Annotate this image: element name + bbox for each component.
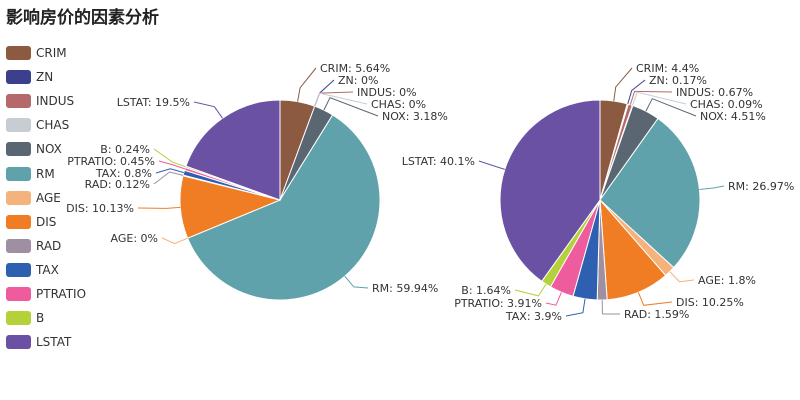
data-label: PTRATIO: 0.45% [67, 155, 155, 168]
data-label: CHAS: 0.09% [690, 98, 763, 111]
chart-title: 影响房价的因素分析 [6, 8, 159, 28]
legend-swatch [6, 70, 31, 85]
label-line [629, 90, 673, 105]
legend-label: NOX [36, 142, 62, 157]
legend-swatch [6, 94, 31, 109]
legend-label: LSTAT [36, 335, 72, 350]
legend-item-nox[interactable]: NOX [6, 137, 86, 161]
label-line [645, 98, 697, 117]
data-label: ZN: 0% [338, 74, 378, 87]
label-line [478, 160, 505, 170]
label-line [514, 283, 547, 297]
label-line [627, 79, 646, 105]
legend-swatch [6, 262, 31, 277]
legend-item-zn[interactable]: ZN [6, 65, 86, 89]
data-label: RAD: 0.12% [85, 178, 150, 191]
legend-label: RM [36, 166, 55, 181]
legend-swatch [6, 311, 31, 326]
legend-label: B [36, 311, 45, 326]
label-line [699, 185, 725, 190]
label-line [565, 298, 586, 317]
data-label: TAX: 3.9% [505, 310, 562, 323]
data-label: INDUS: 0.67% [676, 86, 753, 99]
data-label: LSTAT: 19.5% [117, 96, 190, 109]
pie-slice-lstat[interactable] [185, 99, 281, 201]
legend-item-age[interactable]: AGE [6, 186, 86, 210]
label-line [314, 92, 368, 107]
legend-swatch [6, 335, 31, 350]
legend-label: CHAS [36, 118, 70, 133]
label-line [323, 96, 379, 117]
data-label: B: 1.64% [461, 284, 511, 297]
data-label: INDUS: 0% [357, 86, 417, 99]
legend-swatch [6, 214, 31, 229]
legend-swatch [6, 142, 31, 157]
label-line [193, 101, 223, 119]
pie-chart-2: CRIM: 4.4%ZN: 0.17%INDUS: 0.67%CHAS: 0.0… [402, 62, 795, 323]
label-line [158, 160, 186, 170]
pie-chart-1: CRIM: 5.64%ZN: 0%INDUS: 0%CHAS: 0%NOX: 3… [66, 62, 448, 301]
label-line [297, 67, 317, 102]
legend-swatch [6, 166, 31, 181]
legend-item-rm[interactable]: RM [6, 161, 86, 185]
label-line [153, 148, 186, 168]
legend-swatch [6, 190, 31, 205]
data-label: RM: 59.94% [372, 282, 438, 295]
label-line [153, 171, 184, 185]
pie-slice-lstat[interactable] [499, 99, 601, 282]
legend-item-rad[interactable]: RAD [6, 234, 86, 258]
pie-slice-rm[interactable] [186, 114, 381, 301]
data-label: NOX: 3.18% [382, 110, 448, 123]
label-line [155, 168, 184, 174]
legend-swatch [6, 286, 31, 301]
legend-item-dis[interactable]: DIS [6, 210, 86, 234]
data-label: NOX: 4.51% [700, 110, 766, 123]
legend-label: AGE [36, 190, 61, 205]
legend-item-ptratio[interactable]: PTRATIO [6, 282, 86, 306]
data-label: ZN: 0.17% [649, 74, 707, 87]
legend-swatch [6, 46, 31, 61]
data-label: AGE: 1.8% [698, 274, 756, 287]
legend: CRIM ZN INDUS CHAS NOX RM AGE DIS RAD TA… [6, 41, 86, 354]
legend-label: TAX [36, 262, 59, 277]
data-label: CRIM: 4.4% [636, 62, 699, 75]
data-label: RAD: 1.59% [624, 308, 689, 321]
label-line [137, 206, 181, 209]
legend-item-indus[interactable]: INDUS [6, 89, 86, 113]
label-line [669, 271, 695, 283]
legend-label: INDUS [36, 94, 75, 109]
legend-swatch [6, 118, 31, 133]
legend-label: PTRATIO [36, 286, 87, 301]
label-line [632, 91, 687, 106]
label-line [637, 292, 673, 306]
legend-label: ZN [36, 70, 54, 85]
data-label: TAX: 0.8% [95, 167, 152, 180]
data-label: CHAS: 0% [371, 98, 426, 111]
legend-item-lstat[interactable]: LSTAT [6, 330, 86, 354]
data-label: LSTAT: 40.1% [402, 155, 475, 168]
data-label: AGE: 0% [111, 232, 158, 245]
label-line [613, 67, 633, 102]
legend-item-b[interactable]: B [6, 306, 86, 330]
data-label: RM: 26.97% [728, 180, 794, 193]
legend-item-crim[interactable]: CRIM [6, 41, 86, 65]
data-label: B: 0.24% [100, 143, 150, 156]
legend-label: CRIM [36, 46, 67, 61]
legend-swatch [6, 238, 31, 253]
data-label: CRIM: 5.64% [320, 62, 390, 75]
label-line [545, 292, 562, 306]
legend-label: DIS [36, 214, 57, 229]
legend-label: RAD [36, 238, 62, 253]
legend-item-chas[interactable]: CHAS [6, 113, 86, 137]
data-label: DIS: 10.13% [66, 202, 134, 215]
label-line [344, 275, 369, 289]
data-label: DIS: 10.25% [676, 296, 744, 309]
label-line [601, 299, 620, 315]
label-line [161, 237, 188, 245]
legend-item-tax[interactable]: TAX [6, 258, 86, 282]
data-label: PTRATIO: 3.91% [454, 297, 542, 310]
pie-slice-rm[interactable] [599, 117, 701, 269]
